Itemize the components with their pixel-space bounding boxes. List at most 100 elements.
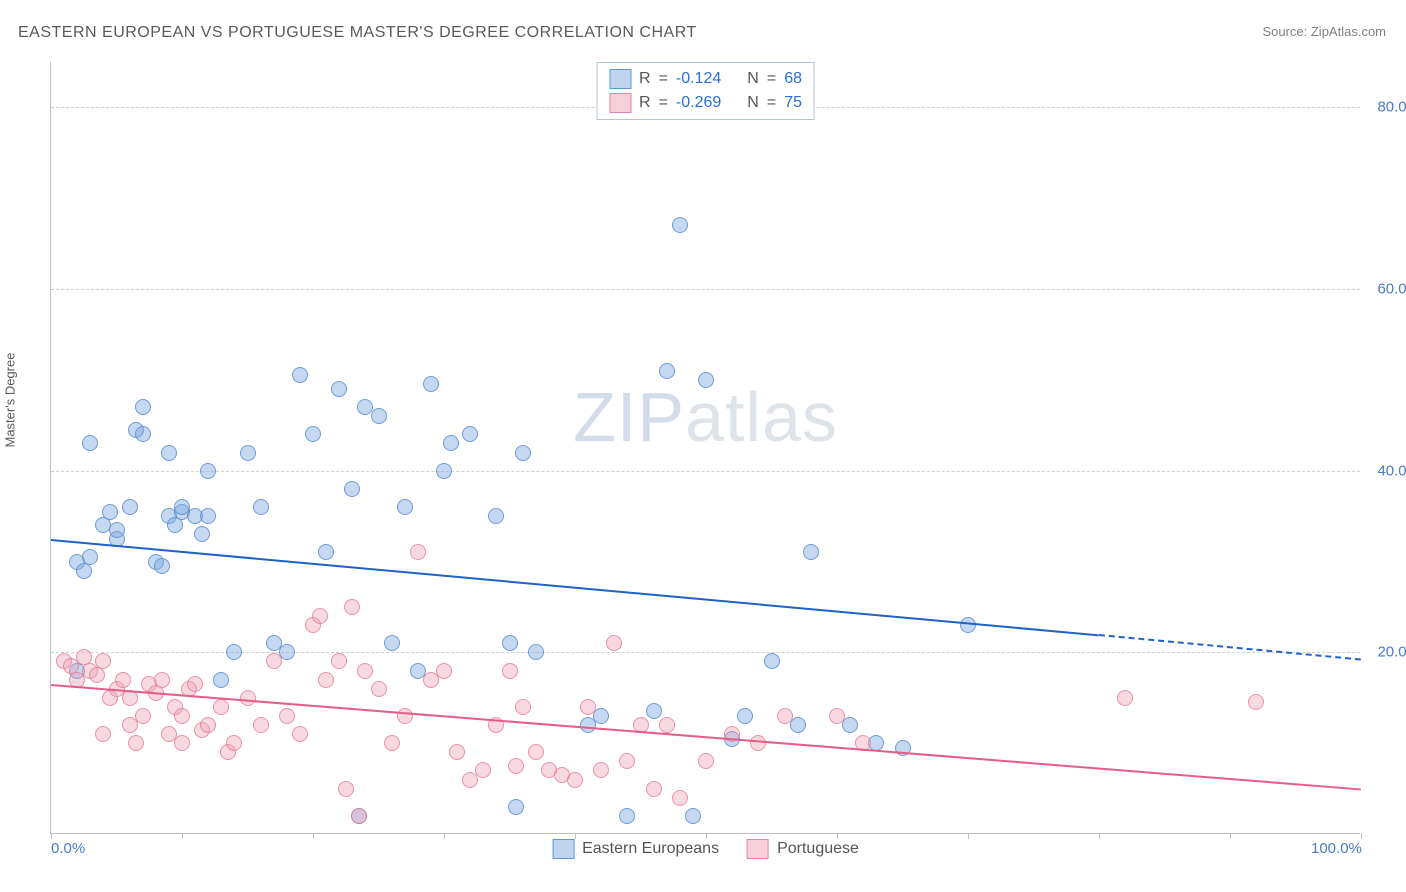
data-point — [960, 617, 976, 633]
r-value-blue: -0.124 — [676, 70, 721, 88]
data-point — [672, 217, 688, 233]
data-point — [253, 717, 269, 733]
data-point — [253, 499, 269, 515]
data-point — [109, 522, 125, 538]
x-tick — [706, 833, 707, 839]
data-point — [659, 363, 675, 379]
data-point — [685, 808, 701, 824]
r-value-pink: -0.269 — [676, 94, 721, 112]
data-point — [777, 708, 793, 724]
source-attribution: Source: ZipAtlas.com — [1262, 24, 1386, 39]
data-point — [659, 717, 675, 733]
data-point — [502, 663, 518, 679]
data-point — [1248, 694, 1264, 710]
r-label: R — [639, 70, 651, 88]
data-point — [240, 445, 256, 461]
legend-row-blue: R = -0.124 N = 68 — [609, 67, 802, 91]
x-tick — [313, 833, 314, 839]
data-point — [95, 726, 111, 742]
series-legend: Eastern Europeans Portuguese — [552, 839, 859, 859]
data-point — [135, 426, 151, 442]
data-point — [508, 799, 524, 815]
legend-item-blue: Eastern Europeans — [552, 839, 719, 859]
legend-swatch-pink — [747, 839, 769, 859]
data-point — [344, 599, 360, 615]
data-point — [318, 544, 334, 560]
data-point — [764, 653, 780, 669]
data-point — [410, 544, 426, 560]
y-axis-label: Master's Degree — [3, 353, 18, 448]
data-point — [154, 558, 170, 574]
eq-sign: = — [767, 94, 776, 112]
data-point — [331, 653, 347, 669]
data-point — [803, 544, 819, 560]
data-point — [698, 372, 714, 388]
data-point — [357, 663, 373, 679]
legend-label-pink: Portuguese — [777, 840, 859, 858]
data-point — [423, 376, 439, 392]
data-point — [593, 708, 609, 724]
data-point — [174, 708, 190, 724]
data-point — [436, 663, 452, 679]
data-point — [331, 381, 347, 397]
data-point — [76, 563, 92, 579]
watermark-part1: ZIP — [573, 378, 685, 456]
data-point — [371, 681, 387, 697]
data-point — [436, 463, 452, 479]
data-point — [174, 735, 190, 751]
data-point — [1117, 690, 1133, 706]
x-tick — [575, 833, 576, 839]
n-label: N — [747, 94, 759, 112]
data-point — [305, 426, 321, 442]
x-tick — [1361, 833, 1362, 839]
data-point — [593, 762, 609, 778]
data-point — [194, 526, 210, 542]
y-tick-label: 60.0% — [1377, 281, 1406, 298]
legend-label-blue: Eastern Europeans — [582, 840, 719, 858]
x-tick — [1099, 833, 1100, 839]
data-point — [397, 708, 413, 724]
data-point — [279, 708, 295, 724]
gridline — [51, 652, 1360, 653]
data-point — [226, 735, 242, 751]
x-tick — [837, 833, 838, 839]
data-point — [384, 635, 400, 651]
x-tick — [968, 833, 969, 839]
data-point — [698, 753, 714, 769]
data-point — [200, 463, 216, 479]
data-point — [619, 808, 635, 824]
data-point — [475, 762, 491, 778]
data-point — [318, 672, 334, 688]
x-tick-label: 0.0% — [51, 840, 85, 857]
data-point — [646, 781, 662, 797]
data-point — [312, 608, 328, 624]
n-value-pink: 75 — [784, 94, 802, 112]
data-point — [619, 753, 635, 769]
eq-sign: = — [659, 70, 668, 88]
data-point — [580, 699, 596, 715]
data-point — [135, 399, 151, 415]
data-point — [115, 672, 131, 688]
data-point — [790, 717, 806, 733]
data-point — [842, 717, 858, 733]
trendline — [1099, 634, 1361, 661]
data-point — [449, 744, 465, 760]
scatter-plot: ZIPatlas R = -0.124 N = 68 R = -0.269 N … — [50, 62, 1360, 834]
watermark: ZIPatlas — [573, 377, 838, 457]
data-point — [606, 635, 622, 651]
data-point — [515, 445, 531, 461]
data-point — [213, 672, 229, 688]
data-point — [82, 435, 98, 451]
data-point — [384, 735, 400, 751]
data-point — [344, 481, 360, 497]
data-point — [161, 445, 177, 461]
data-point — [292, 726, 308, 742]
eq-sign: = — [659, 94, 668, 112]
trendline — [51, 539, 1099, 636]
data-point — [502, 635, 518, 651]
data-point — [397, 499, 413, 515]
data-point — [95, 653, 111, 669]
data-point — [89, 667, 105, 683]
legend-row-pink: R = -0.269 N = 75 — [609, 91, 802, 115]
data-point — [567, 772, 583, 788]
